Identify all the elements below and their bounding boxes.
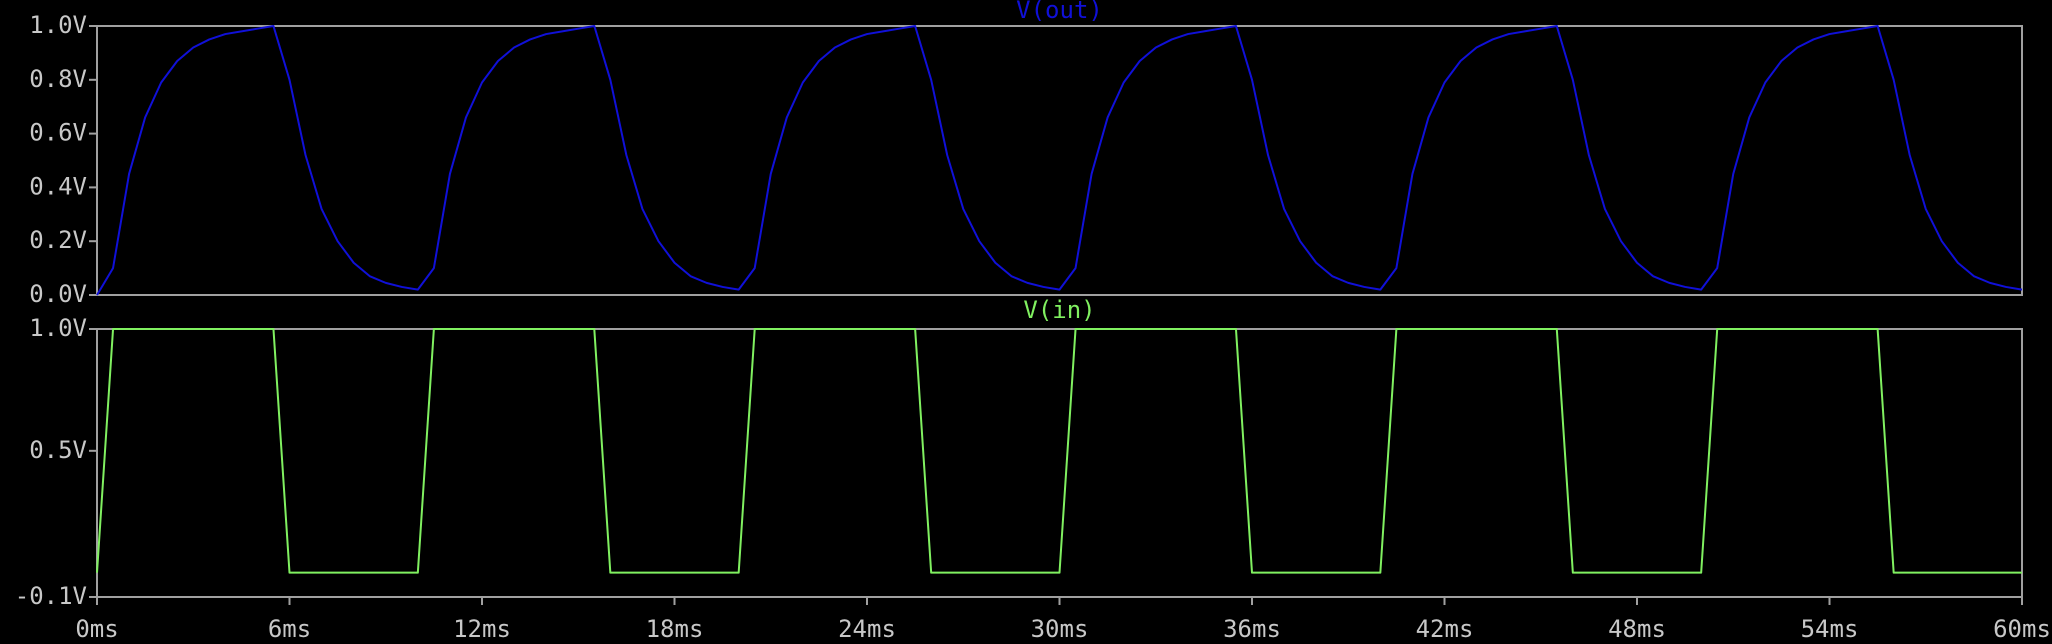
x-tick-label: 48ms [1608,615,1666,643]
y-tick-label: 1.0V [29,11,87,39]
trace [96,328,2022,574]
plot-frame [96,25,2023,296]
x-tick-label: 12ms [453,615,511,643]
x-tick-label: 24ms [838,615,896,643]
trace [96,25,2023,296]
y-tick-label: 0.6V [29,119,87,147]
y-tick-label: 1.0V [29,314,87,342]
y-tick-label: 0.8V [29,65,87,93]
x-tick-label: 36ms [1223,615,1281,643]
y-tick-label: -0.1V [15,582,87,610]
trace-title: V(in) [1023,296,1095,324]
trace-title: V(out) [1016,0,1103,24]
x-tick-label: 18ms [646,615,704,643]
y-tick-label: 0.0V [29,280,87,308]
x-tick-label: 54ms [1801,615,1859,643]
x-tick-label: 30ms [1031,615,1089,643]
y-tick-label: 0.5V [29,436,87,464]
x-tick-label: 0ms [75,615,118,643]
y-tick-label: 0.2V [29,226,87,254]
x-tick-label: 6ms [268,615,311,643]
y-tick-label: 0.4V [29,172,87,200]
x-tick-label: 60ms [1993,615,2051,643]
x-tick-label: 42ms [1416,615,1474,643]
